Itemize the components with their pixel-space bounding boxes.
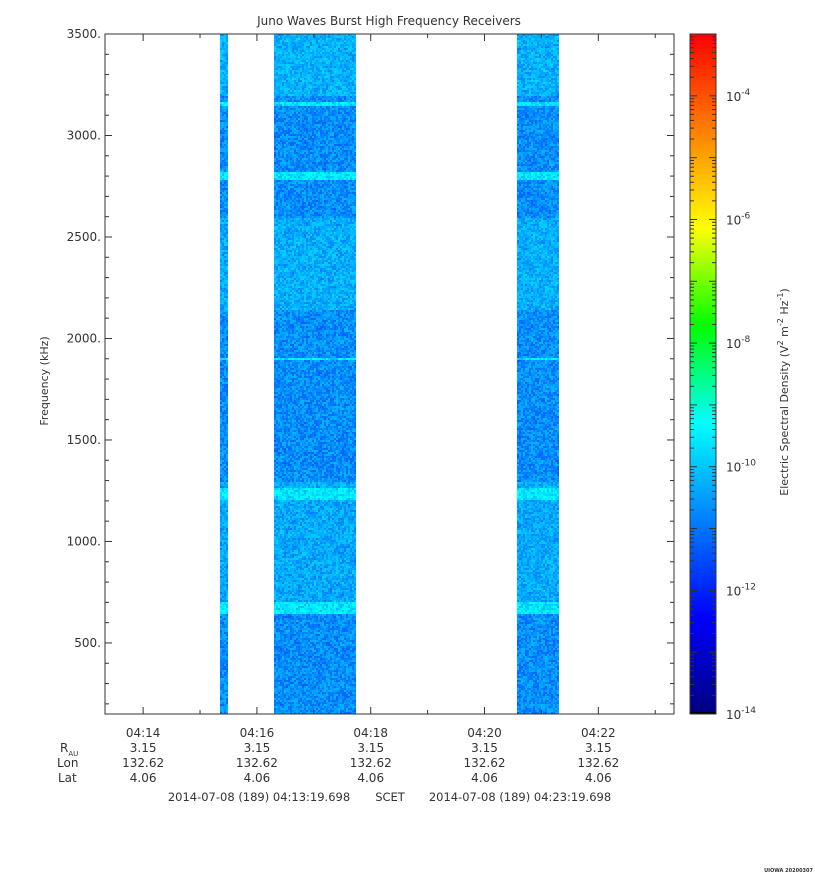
colorbar-tick-label: 10-12: [726, 582, 756, 598]
x-tick-label: 04:20: [467, 726, 502, 740]
r-au-value: 3.15: [471, 741, 498, 755]
lat-value: 4.06: [357, 771, 384, 785]
x-tick-label: 04:18: [353, 726, 388, 740]
r-au-value: 3.15: [585, 741, 612, 755]
y-tick-label: 2000.: [67, 331, 101, 345]
chart-title: Juno Waves Burst High Frequency Receiver…: [256, 14, 521, 28]
plot-frame: [104, 33, 675, 715]
spectrogram-plot: [220, 34, 559, 714]
x-tick-label: 04:16: [240, 726, 275, 740]
lon-value: 132.62: [122, 756, 164, 770]
footer-tag: UIOWA 20200307: [764, 868, 813, 874]
lon-value: 132.62: [350, 756, 392, 770]
colorbar-tick-label: 10-8: [726, 335, 751, 351]
r-au-value: 3.15: [130, 741, 157, 755]
time-range-start: 2014-07-08 (189) 04:13:19.698: [168, 790, 350, 804]
colorbar-tick-label: 10-6: [726, 211, 751, 227]
data-segment: [220, 34, 228, 714]
colorbar-tick-label: 10-10: [726, 459, 756, 475]
plot-border: [104, 33, 675, 715]
y-tick-label: 1000.: [67, 534, 101, 548]
y-tick-label: 1500.: [67, 433, 101, 447]
lat-value: 4.06: [471, 771, 498, 785]
x-tick-label: 04:14: [126, 726, 161, 740]
lon-row-label: Lon: [57, 756, 78, 770]
lat-value: 4.06: [244, 771, 271, 785]
data-segment: [274, 34, 356, 714]
data-segment: [517, 34, 559, 714]
y-tick-label: 3000.: [67, 128, 101, 142]
y-tick-label: 2500.: [67, 230, 101, 244]
y-tick-label: 3500.: [67, 27, 101, 41]
x-tick-label: 04:22: [581, 726, 616, 740]
lon-value: 132.62: [236, 756, 278, 770]
r-au-row-label: RAU: [60, 741, 78, 758]
r-au-value: 3.15: [357, 741, 384, 755]
colorbar-fill: [690, 34, 716, 714]
y-axis-label: Frequency (kHz): [38, 336, 51, 425]
colorbar-tick-label: 10-14: [726, 706, 756, 722]
y-tick-label: 500.: [74, 636, 101, 650]
lon-value: 132.62: [464, 756, 506, 770]
x-axis: 04:143.15132.624.0604:163.15132.624.0604…: [122, 34, 656, 785]
r-au-value: 3.15: [244, 741, 271, 755]
y-axis: 500. 1000. 1500. 2000. 2500. 3000. 3500.: [67, 27, 674, 705]
lat-row-label: Lat: [58, 771, 77, 785]
colorbar: 10-14 10-12 10-10 10-8 10-6 10-4: [689, 33, 756, 722]
lat-value: 4.06: [130, 771, 157, 785]
colorbar-label: Electric Spectral Density (V2 m-2 Hz-1): [776, 288, 791, 495]
colorbar-floor: [690, 712, 716, 714]
colorbar-border: [689, 33, 717, 715]
time-range-scet: SCET: [375, 790, 406, 804]
colorbar-tick-label: 10-4: [726, 88, 751, 104]
time-range-end: 2014-07-08 (189) 04:23:19.698: [429, 790, 611, 804]
lat-value: 4.06: [585, 771, 612, 785]
lon-value: 132.62: [577, 756, 619, 770]
